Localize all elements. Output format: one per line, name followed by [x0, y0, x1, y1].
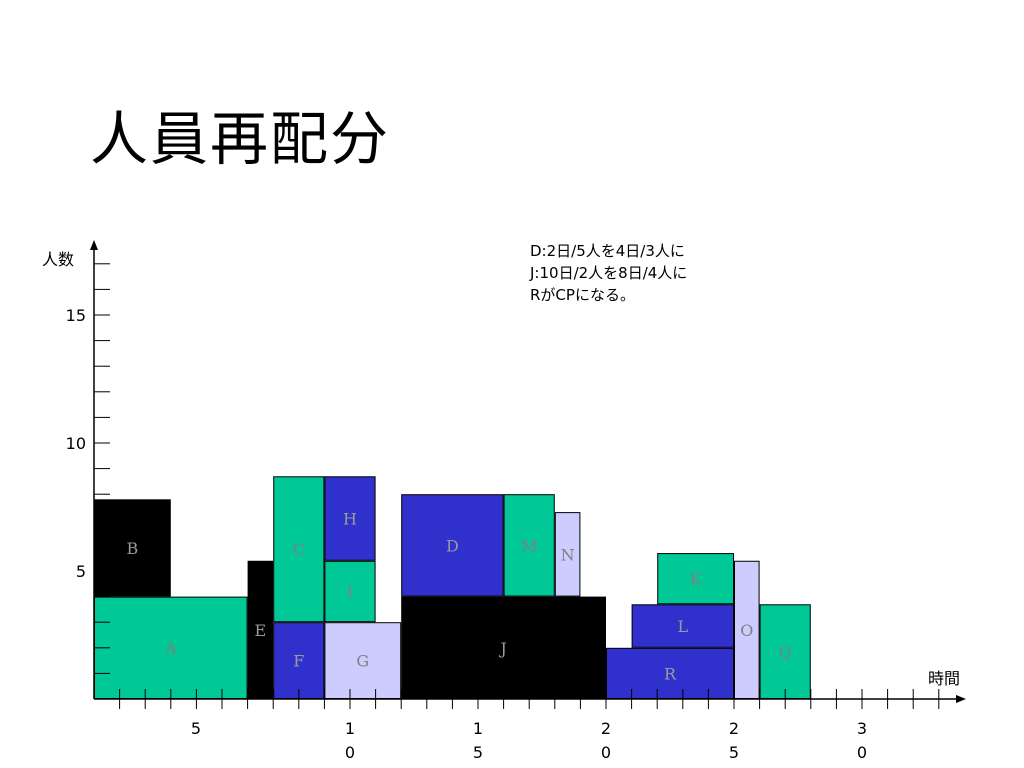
activity-label-c: C	[293, 540, 305, 559]
activity-block-h	[324, 476, 376, 561]
x-tick-label: 0	[601, 743, 611, 762]
x-tick-label: 2	[601, 719, 611, 738]
note-line-j: J:10日/2人を8日/4人に	[530, 264, 688, 282]
x-axis-label: 時間	[928, 669, 960, 688]
y-axis-label: 人数	[42, 250, 74, 269]
x-tick-label: 5	[191, 719, 201, 738]
activity-block-i	[324, 560, 376, 623]
activity-block-m	[503, 494, 555, 597]
activity-label-a: A	[164, 639, 177, 658]
activity-block-c	[273, 476, 325, 623]
x-tick-label: 0	[857, 743, 867, 762]
activity-block-d	[401, 494, 504, 597]
slide-title: 人員再配分	[90, 105, 391, 173]
activity-block-q	[759, 604, 811, 700]
x-tick-label: 2	[729, 719, 739, 738]
activity-label-j: J	[498, 639, 506, 658]
activity-label-g: G	[356, 652, 369, 671]
y-tick-label: 5	[76, 562, 86, 581]
x-tick-label: 1	[345, 719, 355, 738]
activity-label-o: O	[740, 621, 753, 640]
activity-label-r: R	[664, 664, 677, 683]
activity-block-l	[631, 604, 734, 648]
activity-label-n: N	[561, 545, 575, 564]
activity-label-h: H	[343, 510, 357, 529]
activity-label-l: L	[677, 617, 688, 636]
notes: D:2日/5人を4日/3人に J:10日/2人を8日/4人に RがCPになる。	[530, 240, 687, 306]
x-tick-label: 0	[345, 743, 355, 762]
x-axis-arrow	[956, 695, 966, 703]
activity-label-q: Q	[779, 643, 792, 662]
activity-block-b	[94, 499, 171, 597]
y-tick-label: 15	[66, 306, 86, 325]
activity-label-k: K	[690, 570, 703, 589]
activity-label-d: D	[446, 536, 459, 555]
x-tick-label: 1	[473, 719, 483, 738]
y-axis-arrow	[90, 240, 98, 250]
x-tick-label: 5	[729, 743, 739, 762]
activity-block-o	[734, 560, 760, 700]
activity-label-b: B	[127, 539, 139, 558]
note-line-r: RがCPになる。	[530, 286, 635, 304]
activity-block-n	[554, 512, 581, 597]
activity-label-e: E	[255, 621, 267, 640]
x-tick-label: 3	[857, 719, 867, 738]
note-line-d: D:2日/5人を4日/3人に	[530, 242, 685, 260]
activity-block-f	[273, 622, 325, 700]
activity-block-g	[324, 622, 402, 700]
activity-label-i: I	[347, 582, 353, 601]
activity-block-e	[247, 560, 274, 700]
activity-label-f: F	[293, 652, 304, 671]
activity-label-m: M	[521, 536, 537, 555]
y-tick-label: 10	[66, 434, 86, 453]
x-tick-label: 5	[473, 743, 483, 762]
activity-block-k	[657, 553, 735, 605]
